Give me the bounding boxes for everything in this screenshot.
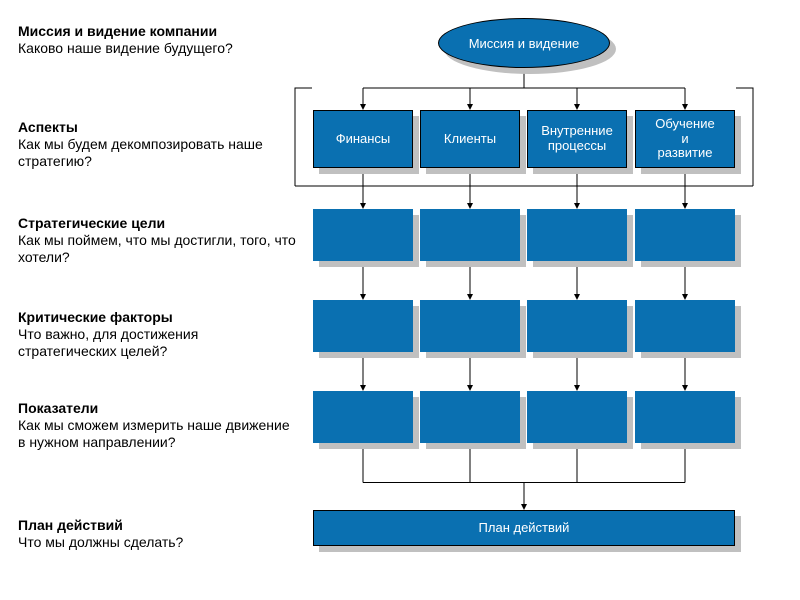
metric-box	[313, 391, 413, 443]
aspect-label: Обучениеиразвитие	[655, 117, 714, 162]
mission-ellipse-box: Миссия и видение	[438, 18, 610, 68]
aspect-label: Клиенты	[444, 132, 496, 147]
goal-box-inner	[635, 209, 735, 261]
metric-box-inner	[527, 391, 627, 443]
factor-box	[313, 300, 413, 352]
section-label: Миссия и видение компанииКаково наше вид…	[18, 23, 298, 57]
section-label: ПоказателиКак мы сможем измерить наше дв…	[18, 400, 298, 450]
section-title: Аспекты	[18, 119, 298, 136]
section-title: Критические факторы	[18, 309, 298, 326]
factor-box-inner	[313, 300, 413, 352]
plan-label: План действий	[479, 521, 570, 536]
factor-box-inner	[635, 300, 735, 352]
goal-box	[420, 209, 520, 261]
section-label: Стратегические целиКак мы поймем, что мы…	[18, 215, 298, 265]
section-subtitle: Что важно, для достижения стратегических…	[18, 326, 298, 360]
goal-box	[527, 209, 627, 261]
mission-ellipse: Миссия и видение	[438, 18, 610, 68]
aspect-label: Финансы	[336, 132, 391, 147]
section-label: АспектыКак мы будем декомпозировать наше…	[18, 119, 298, 169]
section-title: Стратегические цели	[18, 215, 298, 232]
plan-box: План действий	[313, 510, 735, 546]
aspect-label: Внутренниепроцессы	[541, 124, 613, 154]
factor-box	[527, 300, 627, 352]
metric-box-inner	[313, 391, 413, 443]
factor-box-inner	[527, 300, 627, 352]
mission-label: Миссия и видение	[469, 36, 580, 51]
metric-box	[527, 391, 627, 443]
section-label: Критические факторыЧто важно, для достиж…	[18, 309, 298, 359]
section-subtitle: Что мы должны сделать?	[18, 534, 298, 551]
section-label: План действийЧто мы должны сделать?	[18, 517, 298, 551]
section-subtitle: Как мы сможем измерить наше движение в н…	[18, 417, 298, 451]
goal-box-inner	[420, 209, 520, 261]
aspect-box-inner: Внутренниепроцессы	[527, 110, 627, 168]
factor-box-inner	[420, 300, 520, 352]
goal-box	[635, 209, 735, 261]
aspect-box: Обучениеиразвитие	[635, 110, 735, 168]
factor-box	[635, 300, 735, 352]
goal-box-inner	[313, 209, 413, 261]
goal-box-inner	[527, 209, 627, 261]
section-title: Показатели	[18, 400, 298, 417]
aspect-box: Финансы	[313, 110, 413, 168]
metric-box	[420, 391, 520, 443]
metric-box-inner	[420, 391, 520, 443]
aspect-box: Внутренниепроцессы	[527, 110, 627, 168]
section-title: План действий	[18, 517, 298, 534]
section-title: Миссия и видение компании	[18, 23, 298, 40]
factor-box	[420, 300, 520, 352]
section-subtitle: Как мы будем декомпозировать наше страте…	[18, 136, 298, 170]
metric-box	[635, 391, 735, 443]
aspect-box-inner: Финансы	[313, 110, 413, 168]
aspect-box-inner: Клиенты	[420, 110, 520, 168]
section-subtitle: Каково наше видение будущего?	[18, 40, 298, 57]
goal-box	[313, 209, 413, 261]
aspect-box-inner: Обучениеиразвитие	[635, 110, 735, 168]
aspect-box: Клиенты	[420, 110, 520, 168]
section-subtitle: Как мы поймем, что мы достигли, того, чт…	[18, 232, 298, 266]
plan-box-inner: План действий	[313, 510, 735, 546]
metric-box-inner	[635, 391, 735, 443]
